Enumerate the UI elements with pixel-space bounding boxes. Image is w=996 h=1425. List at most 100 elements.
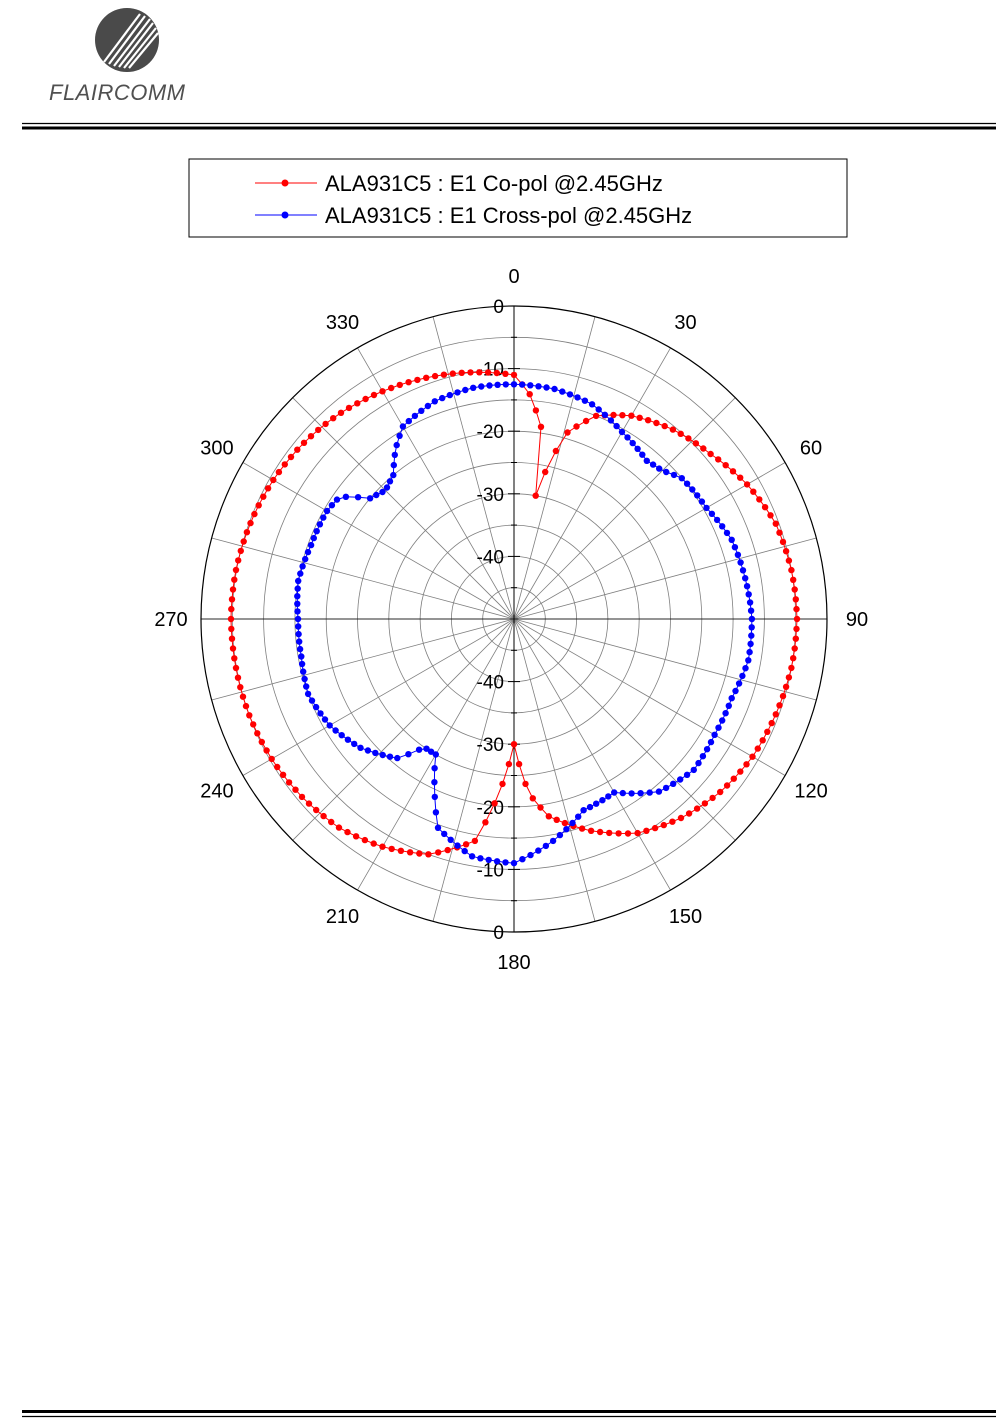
data-point (416, 850, 423, 857)
data-point (295, 630, 302, 638)
data-point (383, 484, 391, 491)
grid-spoke (513, 618, 736, 841)
data-point (613, 422, 620, 430)
data-point (694, 492, 701, 499)
radial-label: 0 (493, 297, 504, 318)
data-point (569, 819, 576, 827)
data-point (505, 760, 513, 768)
grid-spoke (513, 397, 736, 620)
data-point (281, 461, 288, 468)
data-point (499, 780, 506, 788)
data-point (344, 736, 352, 743)
data-point (737, 559, 744, 566)
data-point (431, 372, 439, 380)
data-point (566, 391, 574, 398)
data-point (592, 412, 600, 420)
data-point (559, 388, 566, 395)
data-point (683, 480, 691, 487)
angle-label: 300 (200, 438, 233, 460)
data-point (446, 391, 453, 399)
data-point (737, 768, 744, 775)
data-point (228, 635, 236, 642)
data-point (295, 577, 302, 585)
data-point (759, 737, 766, 744)
data-point (415, 746, 423, 753)
radial-label: -20 (477, 422, 504, 443)
data-point (776, 702, 783, 709)
data-point (515, 760, 523, 768)
data-point (575, 813, 582, 820)
data-point (310, 534, 317, 542)
grid-spoke (432, 316, 515, 620)
data-point (313, 528, 320, 535)
data-point (624, 434, 631, 441)
data-point (484, 369, 492, 376)
data-point (709, 794, 716, 802)
data-point (693, 805, 701, 812)
data-point (593, 800, 600, 807)
data-point (296, 638, 303, 645)
data-point (393, 441, 400, 449)
data-point (747, 640, 754, 648)
data-point (366, 495, 374, 502)
data-point (485, 856, 492, 864)
data-point (502, 370, 509, 377)
data-point (748, 624, 755, 631)
data-point (722, 462, 729, 469)
data-point (296, 645, 304, 653)
data-point (502, 859, 509, 866)
data-point (354, 400, 361, 407)
data-point (335, 824, 343, 831)
data-point (646, 789, 653, 796)
data-point (279, 771, 287, 778)
data-point (307, 433, 315, 440)
data-point (362, 395, 369, 403)
data-point (345, 404, 353, 412)
data-point (338, 732, 345, 739)
data-point (434, 824, 442, 831)
data-point (491, 800, 498, 807)
data-point (628, 790, 635, 797)
data-point (294, 600, 301, 607)
data-point (295, 623, 302, 630)
data-point (307, 541, 315, 549)
data-point (776, 529, 783, 536)
logo-stripes (103, 13, 159, 69)
grid-spoke (513, 537, 817, 620)
data-point (708, 510, 716, 517)
data-point (298, 660, 306, 668)
data-point (294, 585, 301, 592)
data-point (292, 786, 299, 793)
radial-label: -40 (477, 673, 504, 694)
data-point (772, 711, 779, 718)
data-point (732, 687, 739, 695)
grid-spoke (292, 397, 515, 620)
data-point (304, 690, 312, 698)
data-point (653, 419, 660, 427)
data-point (302, 555, 309, 563)
data-point (634, 445, 641, 452)
data-point (476, 369, 483, 376)
data-point (699, 753, 707, 760)
data-point (792, 635, 799, 642)
data-point (532, 407, 540, 414)
data-point (386, 753, 394, 760)
grid-spoke (242, 618, 515, 776)
data-point (250, 721, 257, 728)
data-point (678, 475, 685, 482)
data-point (619, 412, 626, 419)
data-point (713, 516, 721, 524)
data-point (287, 453, 295, 461)
data-point (299, 563, 306, 570)
data-point (300, 439, 308, 446)
data-point (379, 843, 386, 850)
data-point (793, 625, 800, 633)
data-point (510, 371, 518, 379)
data-point (556, 831, 564, 839)
data-point (782, 548, 790, 555)
data-point (391, 451, 398, 459)
data-point (388, 845, 395, 853)
data-point (418, 407, 425, 414)
data-point (596, 828, 604, 836)
data-point (519, 381, 526, 388)
